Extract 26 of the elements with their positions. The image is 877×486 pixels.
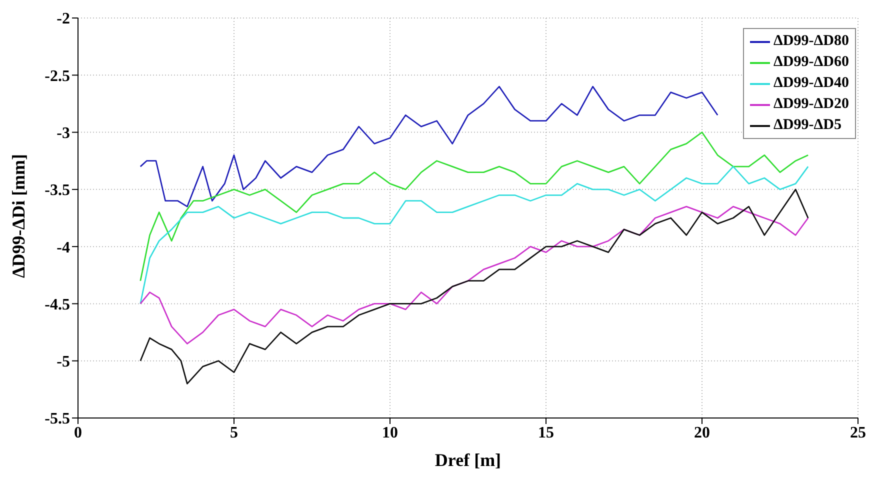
y-tick-label: -4.5: [44, 296, 70, 314]
x-tick-label: 20: [694, 424, 710, 442]
y-tick-label: -4: [56, 239, 70, 256]
x-tick-label: 5: [230, 424, 238, 442]
y-axis-title: ΔD99-ΔDi [mm]: [8, 154, 28, 278]
x-tick-label: 25: [850, 424, 866, 442]
line-series: [140, 188, 809, 384]
y-tick-label: -3.5: [44, 182, 70, 200]
x-tick-label: 0: [74, 424, 82, 442]
legend-label: ΔD99-ΔD40: [774, 75, 849, 92]
x-tick-label: 10: [382, 424, 398, 442]
line-series: [140, 86, 718, 208]
y-tick-label: -2: [56, 10, 70, 28]
legend-label: ΔD99-ΔD5: [774, 117, 842, 134]
line-series: [140, 132, 809, 282]
legend-label: ΔD99-ΔD60: [774, 54, 849, 71]
y-tick-label: -5.5: [44, 410, 70, 428]
x-axis-title: Dref [m]: [434, 450, 502, 470]
x-tick-label: 15: [538, 424, 554, 442]
y-tick-label: -3: [56, 124, 70, 142]
legend-label: ΔD99-ΔD20: [774, 96, 849, 113]
y-tick-label: -2.5: [44, 68, 70, 85]
line-series: [140, 166, 809, 304]
legend-label: ΔD99-ΔD80: [774, 33, 849, 50]
y-tick-label: -5: [56, 354, 70, 371]
line-series: [140, 206, 809, 344]
